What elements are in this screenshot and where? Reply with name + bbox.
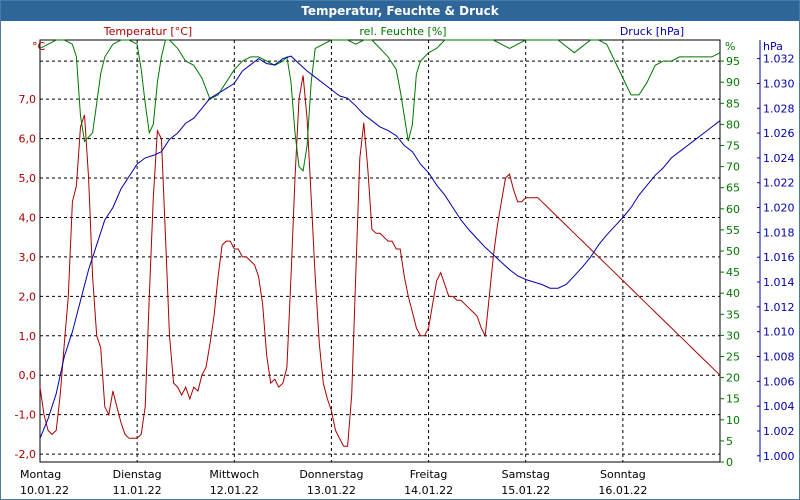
day-label: Mittwoch — [209, 468, 259, 481]
legend-pressure: Druck [hPa] — [620, 25, 684, 38]
temperature-tick-label: 4,0 — [19, 211, 37, 224]
temperature-tick-label: 6,0 — [19, 133, 37, 146]
temperature-axis-ticks: -2,0 -1,0 0,0 1,0 2,0 3,0 4,0 5,0 6,0 7,0 — [15, 93, 36, 461]
humidity-tick-label: 55 — [726, 224, 740, 237]
temperature-tick-label: 1,0 — [19, 330, 37, 343]
day-label: Montag — [20, 468, 61, 481]
series-lines — [39, 39, 721, 447]
pressure-tick-label: 1.024 — [763, 152, 795, 165]
date-label: 13.01.22 — [307, 484, 356, 497]
humidity-tick-label: 0 — [726, 456, 733, 469]
pressure-tick-label: 1.000 — [763, 450, 795, 463]
day-label: Sonntag — [600, 468, 646, 481]
humidity-unit: % — [725, 40, 735, 53]
pressure-tick-label: 1.014 — [763, 276, 795, 289]
humidity-tick-label: 15 — [726, 393, 740, 406]
humidity-tick-label: 45 — [726, 266, 740, 279]
pressure-tick-label: 1.018 — [763, 226, 795, 239]
date-label: 15.01.22 — [501, 484, 550, 497]
humidity-tick-label: 40 — [726, 287, 740, 300]
humidity-axis-ticks: 0 5 10 15 20 25 30 35 40 45 50 55 60 65 70 75 80 85 90 95 — [720, 55, 740, 469]
pressure-tick-label: 1.016 — [763, 251, 795, 264]
pressure-tick-label: 1.006 — [763, 375, 795, 388]
date-label: 10.01.22 — [20, 484, 69, 497]
legend-temperature: Temperatur [°C] — [103, 25, 192, 38]
pressure-tick-label: 1.012 — [763, 301, 795, 314]
humidity-tick-label: 25 — [726, 351, 740, 364]
pressure-tick-label: 1.028 — [763, 102, 795, 115]
pressure-tick-label: 1.020 — [763, 202, 795, 215]
date-label: 14.01.22 — [404, 484, 453, 497]
pressure-tick-label: 1.026 — [763, 127, 795, 140]
date-label: 16.01.22 — [598, 484, 647, 497]
temperature-tick-label: -2,0 — [15, 448, 36, 461]
date-label: 12.01.22 — [210, 484, 259, 497]
temperature-tick-label: 3,0 — [19, 251, 37, 264]
humidity-tick-label: 20 — [726, 372, 740, 385]
plot-area — [39, 39, 721, 463]
temperature-tick-label: 0,0 — [19, 369, 37, 382]
humidity-tick-label: 65 — [726, 182, 740, 195]
humidity-tick-label: 90 — [726, 76, 740, 89]
humidity-tick-label: 50 — [726, 245, 740, 258]
humidity-tick-label: 95 — [726, 55, 740, 68]
pressure-tick-label: 1.030 — [763, 77, 795, 90]
humidity-tick-label: 85 — [726, 97, 740, 110]
temperature-series — [39, 75, 721, 447]
day-axis-labels: Montag 10.01.22 Dienstag 11.01.22 Mittwoch 12… — [20, 468, 647, 497]
day-label: Dienstag — [113, 468, 162, 481]
grid-lines — [39, 39, 721, 463]
temperature-tick-label: 2,0 — [19, 290, 37, 303]
humidity-tick-label: 30 — [726, 329, 740, 342]
pressure-axis-ticks: 1.000 1.002 1.004 1.006 1.008 1.010 1.012 1.014… — [757, 40, 795, 463]
day-label: Freitag — [410, 468, 448, 481]
pressure-tick-label: 1.032 — [763, 53, 795, 66]
pressure-tick-label: 1.010 — [763, 326, 795, 339]
chart-title: Temperatur, Feuchte & Druck — [1, 1, 799, 21]
pressure-tick-label: 1.004 — [763, 400, 795, 413]
humidity-tick-label: 5 — [726, 435, 733, 448]
pressure-tick-label: 1.002 — [763, 425, 795, 438]
humidity-tick-label: 80 — [726, 118, 740, 131]
day-label: Samstag — [502, 468, 550, 481]
legend: Temperatur [°C] rel. Feuchte [%] Druck [… — [103, 25, 684, 38]
humidity-tick-label: 75 — [726, 140, 740, 153]
axis-units: °C % hPa — [32, 40, 783, 53]
pressure-unit: hPa — [763, 40, 783, 53]
humidity-tick-label: 10 — [726, 414, 740, 427]
temperature-tick-label: 7,0 — [19, 93, 37, 106]
temperature-tick-label: 5,0 — [19, 172, 37, 185]
pressure-series — [39, 55, 721, 439]
pressure-tick-label: 1.022 — [763, 177, 795, 190]
date-label: 11.01.22 — [113, 484, 162, 497]
humidity-tick-label: 70 — [726, 161, 740, 174]
humidity-tick-label: 35 — [726, 308, 740, 321]
temperature-tick-label: -1,0 — [15, 409, 36, 422]
pressure-tick-label: 1.008 — [763, 351, 795, 364]
legend-humidity: rel. Feuchte [%] — [359, 25, 446, 38]
temperature-unit: °C — [32, 40, 46, 53]
humidity-series — [39, 39, 721, 172]
humidity-tick-label: 60 — [726, 203, 740, 216]
day-label: Donnerstag — [299, 468, 363, 481]
